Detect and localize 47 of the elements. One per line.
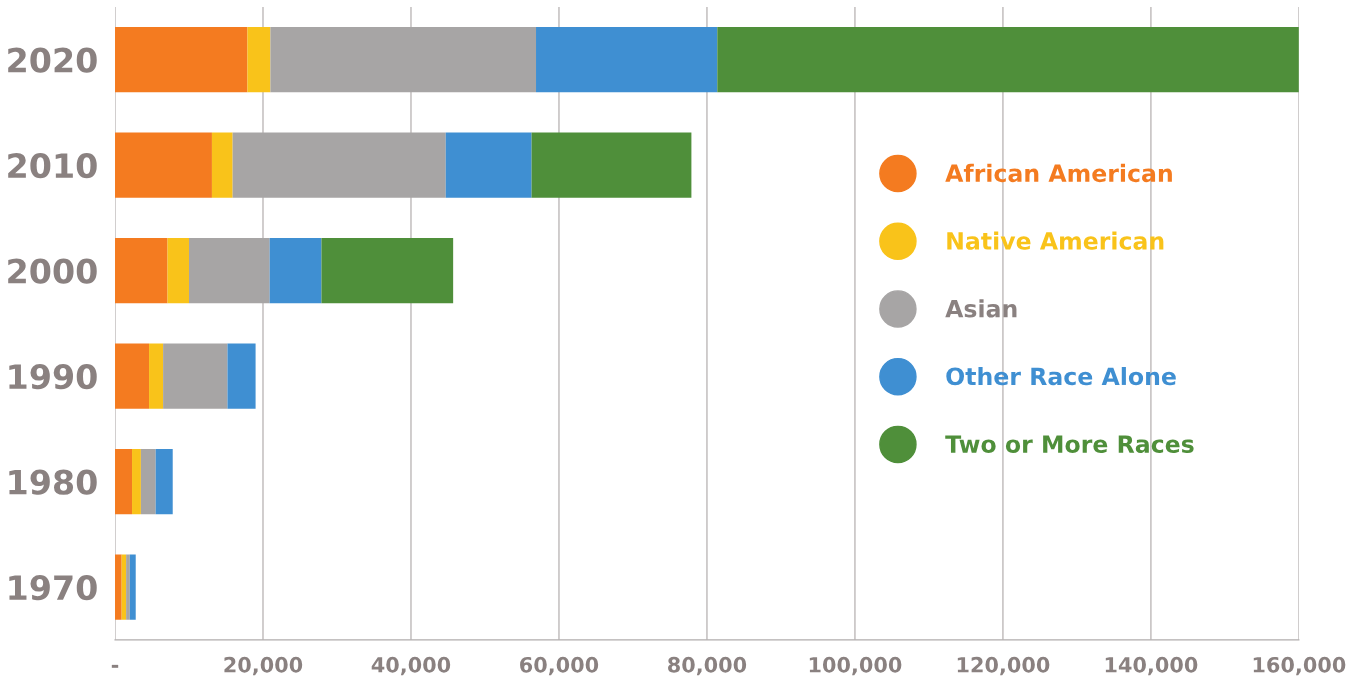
bar: [126, 554, 130, 620]
bar: [167, 237, 189, 304]
x-tick-label: 80,000: [668, 656, 747, 676]
y-tick-label: 2000: [8, 258, 97, 284]
bar: [189, 237, 270, 304]
bar: [536, 26, 718, 93]
bar: [269, 237, 322, 304]
bar: [211, 132, 233, 198]
x-tick-label: 140,000: [1105, 656, 1198, 676]
bar: [531, 132, 692, 198]
legend-label: Native American: [947, 231, 1164, 250]
x-tick-label: -: [111, 664, 119, 668]
bar: [270, 26, 537, 93]
y-tick-label: 2020: [8, 47, 97, 73]
legend-label: African American: [945, 163, 1172, 183]
x-tick-label: 60,000: [520, 656, 599, 676]
bar: [115, 237, 168, 304]
x-tick-label: 160,000: [1253, 656, 1346, 676]
bar: [121, 554, 127, 620]
bar: [232, 132, 446, 198]
legend-label: Asian: [945, 299, 1017, 318]
bar: [115, 343, 150, 409]
y-tick-label: 1970: [9, 575, 97, 601]
bar: [149, 343, 164, 409]
y-tick-label: 1990: [9, 364, 97, 390]
bar: [445, 132, 532, 198]
bar: [155, 448, 173, 515]
y-tick-label: 1980: [9, 469, 97, 495]
legend-label: Two or More Races: [945, 435, 1194, 453]
bar: [115, 132, 212, 198]
bar: [321, 237, 454, 304]
x-tick-label: 100,000: [809, 656, 902, 676]
bar: [115, 554, 122, 620]
bar: [115, 448, 133, 515]
y-tick-label: 2010: [8, 153, 97, 179]
bar: [129, 554, 136, 620]
x-tick-label: 120,000: [957, 656, 1050, 676]
x-tick-label: 40,000: [371, 656, 451, 676]
bar: [227, 343, 256, 409]
bar: [115, 26, 248, 93]
bar: [717, 26, 1299, 93]
bar: [132, 448, 141, 515]
bar: [140, 448, 156, 515]
legend-label: Other Race Alone: [946, 366, 1176, 386]
bar: [163, 343, 228, 409]
x-tick-label: 20,000: [224, 656, 303, 676]
bar: [247, 26, 271, 93]
